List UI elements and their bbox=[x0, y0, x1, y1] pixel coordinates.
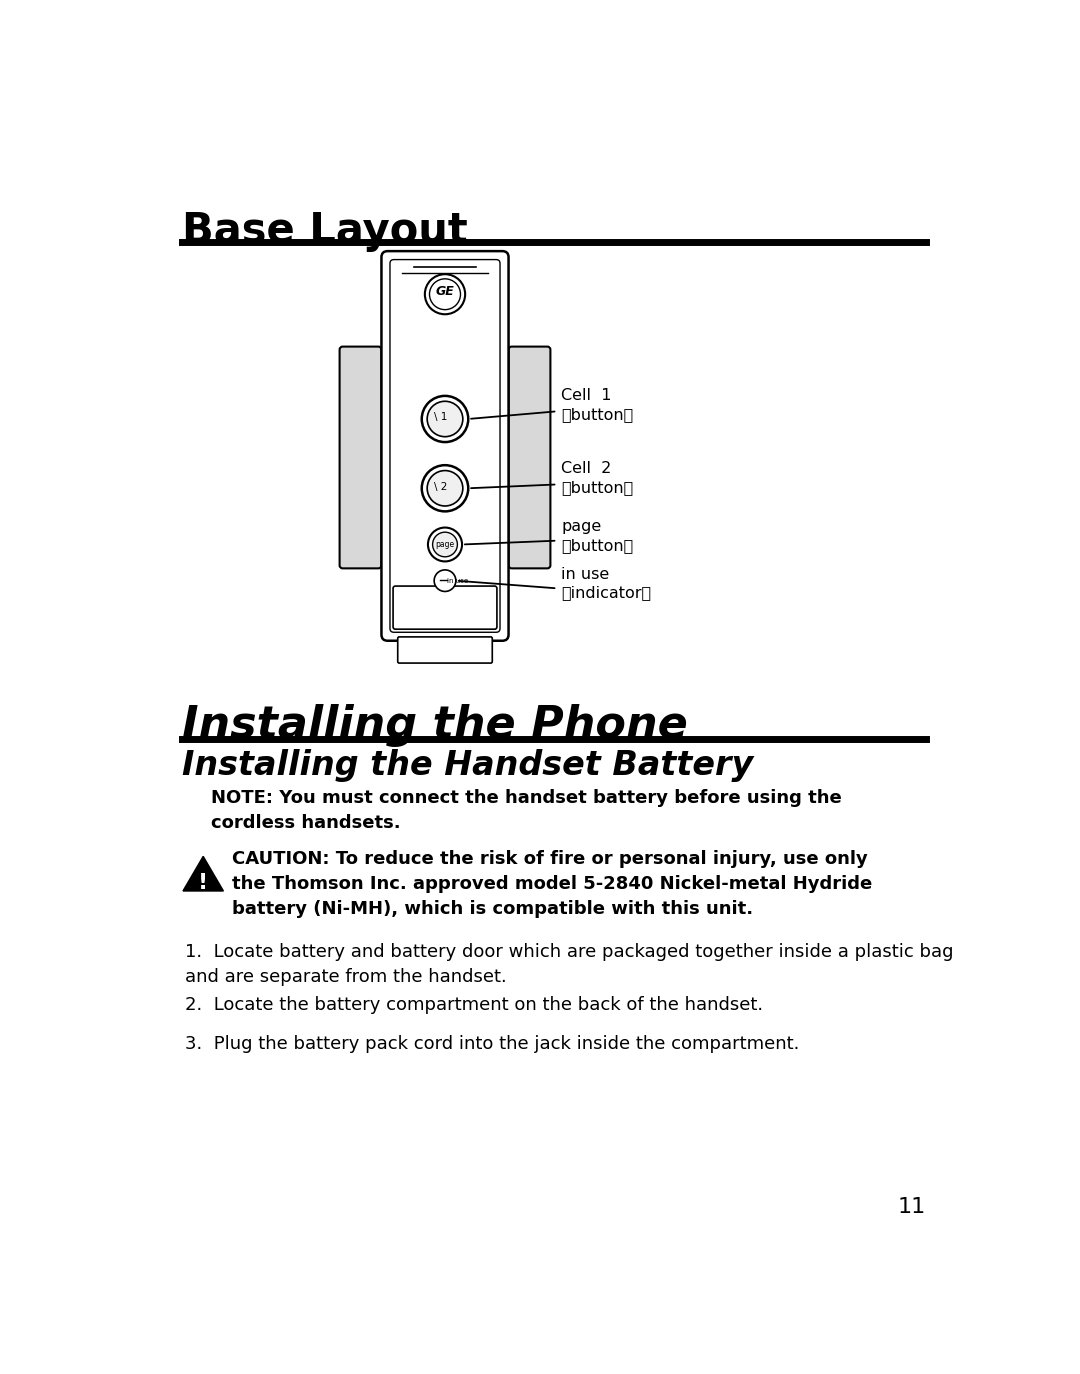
Circle shape bbox=[428, 401, 463, 437]
Text: 1.  Locate battery and battery door which are packaged together inside a plastic: 1. Locate battery and battery door which… bbox=[186, 943, 954, 985]
FancyBboxPatch shape bbox=[393, 587, 497, 629]
Text: in use: in use bbox=[446, 577, 468, 584]
Circle shape bbox=[430, 279, 460, 309]
Text: !: ! bbox=[198, 872, 208, 893]
Text: CAUTION: To reduce the risk of fire or personal injury, use only
the Thomson Inc: CAUTION: To reduce the risk of fire or p… bbox=[232, 851, 873, 918]
Circle shape bbox=[428, 528, 462, 562]
Circle shape bbox=[424, 275, 465, 315]
Text: Base Layout: Base Layout bbox=[181, 210, 468, 251]
Text: Installing the Handset Battery: Installing the Handset Battery bbox=[181, 749, 753, 782]
Text: in use
（indicator）: in use （indicator） bbox=[562, 567, 651, 600]
FancyBboxPatch shape bbox=[397, 638, 492, 664]
Text: Cell  1
（button）: Cell 1 （button） bbox=[562, 389, 634, 422]
Text: 11: 11 bbox=[897, 1197, 926, 1217]
Text: NOTE: You must connect the handset battery before using the
cordless handsets.: NOTE: You must connect the handset batte… bbox=[211, 789, 841, 831]
Text: page: page bbox=[435, 540, 455, 550]
Text: Installing the Phone: Installing the Phone bbox=[181, 703, 687, 747]
FancyBboxPatch shape bbox=[381, 251, 509, 640]
Text: GE: GE bbox=[435, 286, 455, 298]
Circle shape bbox=[433, 532, 458, 556]
Text: 2.  Locate the battery compartment on the back of the handset.: 2. Locate the battery compartment on the… bbox=[186, 996, 764, 1014]
FancyBboxPatch shape bbox=[509, 346, 551, 569]
FancyBboxPatch shape bbox=[339, 346, 381, 569]
Text: \ 2: \ 2 bbox=[434, 482, 448, 492]
Text: page
（button）: page （button） bbox=[562, 519, 634, 552]
Circle shape bbox=[422, 396, 469, 442]
Circle shape bbox=[434, 570, 456, 591]
Text: \ 1: \ 1 bbox=[434, 412, 448, 422]
Circle shape bbox=[428, 470, 463, 506]
Text: Cell  2
（button）: Cell 2 （button） bbox=[562, 462, 634, 495]
Circle shape bbox=[422, 466, 469, 511]
Polygon shape bbox=[183, 856, 224, 890]
Text: 3.  Plug the battery pack cord into the jack inside the compartment.: 3. Plug the battery pack cord into the j… bbox=[186, 1035, 800, 1052]
